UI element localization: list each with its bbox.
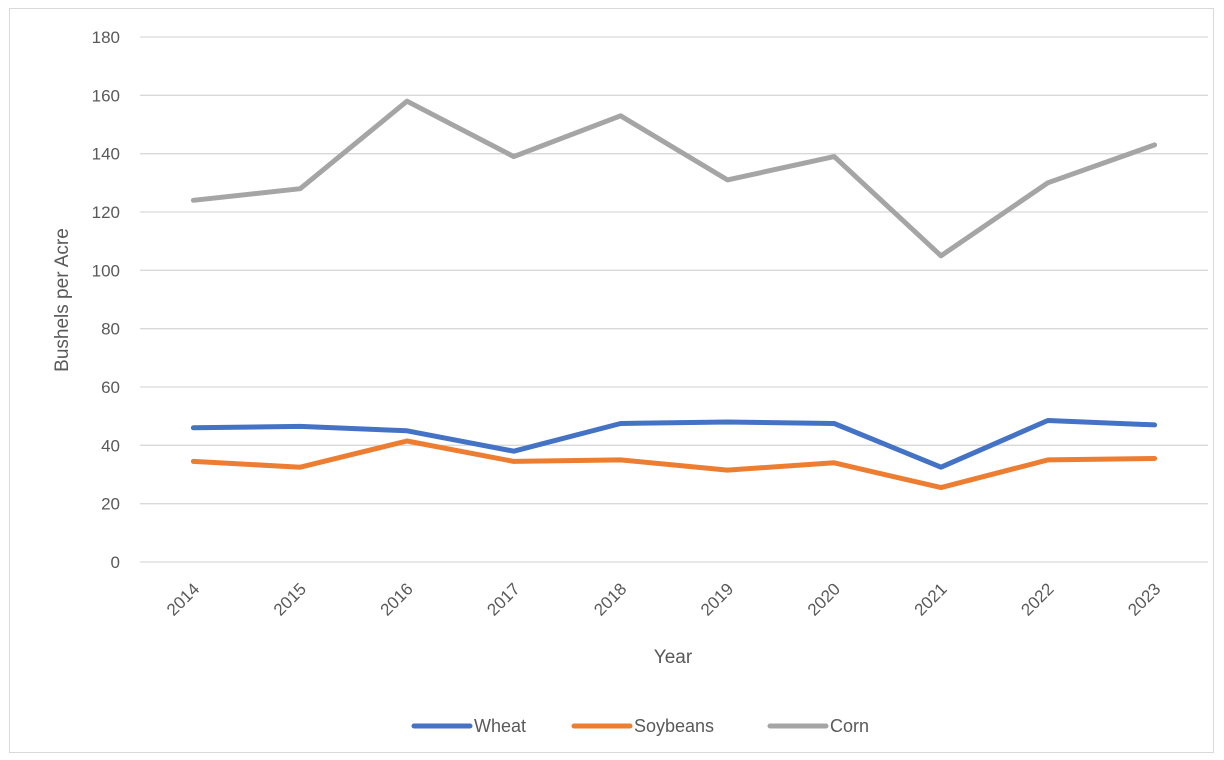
y-tick-label: 20 (101, 495, 120, 514)
series-line-soybeans (190, 438, 1158, 491)
x-tick-label: 2018 (590, 579, 630, 619)
x-tick-label: 2020 (804, 579, 844, 619)
series-lines (190, 98, 1158, 491)
x-axis-title: Year (654, 647, 693, 668)
y-tick-label: 100 (92, 261, 120, 280)
x-tick-label: 2015 (270, 579, 310, 619)
gridlines (140, 36, 1208, 563)
y-tick-label: 80 (101, 320, 120, 339)
x-tick-label: 2023 (1124, 579, 1164, 619)
x-tick-label: 2022 (1017, 579, 1057, 619)
y-tick-label: 60 (101, 378, 120, 397)
series-line-wheat (190, 418, 1158, 470)
x-tick-label: 2021 (911, 579, 951, 619)
x-tick-label: 2019 (697, 579, 737, 619)
legend-label-corn: Corn (830, 716, 869, 736)
y-axis-title: Bushels per Acre (52, 228, 73, 372)
y-tick-label: 180 (92, 28, 120, 47)
y-tick-label: 120 (92, 203, 120, 222)
legend-label-wheat: Wheat (474, 716, 526, 736)
chart-frame (9, 8, 1214, 753)
y-tick-label: 40 (101, 436, 120, 455)
x-tick-label: 2017 (483, 579, 523, 619)
y-tick-label: 140 (92, 145, 120, 164)
series-line-corn (190, 98, 1158, 259)
y-axis-ticks: 0 20 40 60 80 100 120 140 160 180 (92, 28, 120, 572)
y-tick-label: 0 (111, 553, 120, 572)
x-tick-label: 2014 (163, 579, 203, 619)
legend-label-soybeans: Soybeans (634, 716, 714, 736)
y-tick-label: 160 (92, 86, 120, 105)
legend: Wheat Soybeans Corn (411, 716, 869, 736)
x-tick-label: 2016 (377, 579, 417, 619)
x-axis-ticks: 2014 2015 2016 2017 2018 2019 2020 2021 2022 2023 (163, 579, 1164, 619)
